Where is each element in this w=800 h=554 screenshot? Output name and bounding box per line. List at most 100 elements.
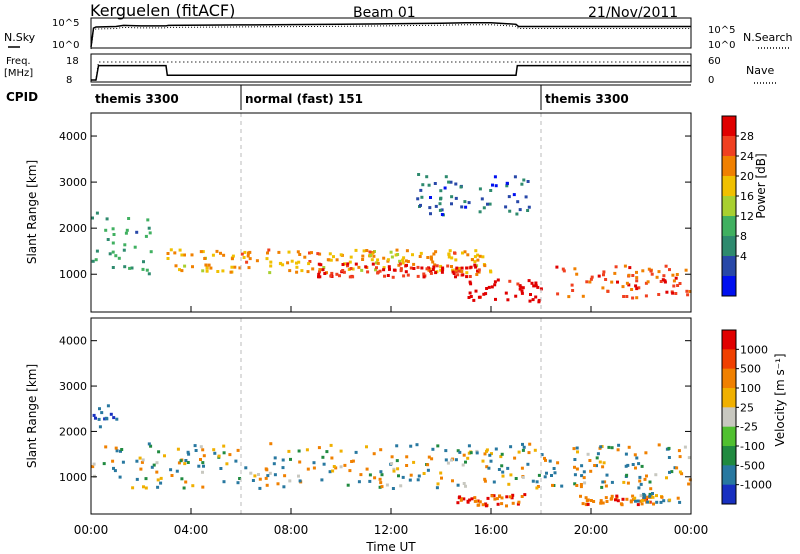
data-cell <box>417 474 421 478</box>
data-cell <box>150 465 154 469</box>
data-cell <box>444 458 448 462</box>
data-cell <box>483 452 487 456</box>
data-cell <box>643 494 647 498</box>
data-cell <box>321 455 325 459</box>
data-cell <box>631 463 635 466</box>
data-cell <box>621 285 625 289</box>
data-cell <box>465 275 469 279</box>
data-cell <box>579 485 583 489</box>
data-cell <box>631 274 635 277</box>
data-cell <box>148 231 152 235</box>
data-cell <box>368 479 372 483</box>
data-cell <box>450 202 453 206</box>
data-cell <box>186 450 190 454</box>
data-cell <box>205 269 209 273</box>
data-cell <box>490 285 494 289</box>
data-cell <box>318 268 322 272</box>
data-cell <box>412 267 416 270</box>
data-cell <box>475 451 479 455</box>
data-cell <box>425 267 429 271</box>
data-cell <box>204 263 208 267</box>
data-cell <box>667 446 671 450</box>
data-cell <box>671 291 675 295</box>
data-cell <box>638 475 642 479</box>
data-cell <box>98 407 101 411</box>
data-cell <box>520 466 524 470</box>
freq-line <box>91 64 691 81</box>
data-cell <box>634 499 637 503</box>
data-cell <box>464 460 467 464</box>
data-cell <box>466 456 470 460</box>
data-cell <box>600 485 604 489</box>
data-cell <box>140 460 144 464</box>
data-cell <box>343 262 347 266</box>
data-cell <box>156 485 160 489</box>
data-cell <box>582 476 586 480</box>
data-cell <box>510 496 514 500</box>
data-cell <box>485 449 488 453</box>
data-cell <box>147 272 151 276</box>
noise-search-line <box>90 24 691 50</box>
colorbar-swatch <box>722 446 736 466</box>
data-cell <box>295 261 298 265</box>
data-cell <box>350 460 354 463</box>
data-cell <box>614 498 617 502</box>
data-cell <box>362 249 366 253</box>
data-cell <box>411 253 414 257</box>
data-cell <box>605 500 609 503</box>
data-cell <box>365 249 369 252</box>
data-cell <box>633 496 637 500</box>
data-cell <box>648 480 652 484</box>
data-cell <box>516 282 520 286</box>
data-cell <box>94 416 97 420</box>
data-cell <box>595 464 598 468</box>
data-cell <box>593 464 597 467</box>
data-cell <box>625 281 629 285</box>
data-cell <box>521 475 525 479</box>
data-cell <box>586 498 590 502</box>
data-cell <box>639 494 643 498</box>
data-cell <box>516 200 520 204</box>
data-cell <box>416 274 420 278</box>
data-cell <box>590 275 594 279</box>
data-cell <box>461 463 465 467</box>
data-cell <box>440 476 443 480</box>
data-cell <box>494 184 498 188</box>
data-cell <box>144 234 148 238</box>
data-cell <box>617 443 621 447</box>
data-cell <box>513 456 517 460</box>
freq-right-tick-top: 60 <box>708 56 721 67</box>
data-cell <box>620 503 624 507</box>
data-cell <box>531 479 535 483</box>
data-cell <box>439 471 443 475</box>
data-cell <box>257 473 260 476</box>
station-title: Kerguelen (fitACF) <box>90 1 235 20</box>
data-cell <box>540 453 544 457</box>
date-title: 21/Nov/2011 <box>588 5 678 21</box>
data-cell <box>346 483 350 487</box>
data-cell <box>636 503 640 507</box>
data-cell <box>380 485 384 489</box>
data-cell <box>432 265 436 269</box>
freq-left-tick-top: 18 <box>66 56 79 67</box>
data-cell <box>318 252 322 256</box>
data-cell <box>614 265 618 269</box>
data-cell <box>390 462 394 465</box>
data-cell <box>660 495 664 499</box>
data-cell <box>601 501 605 505</box>
data-cell <box>505 495 509 499</box>
data-cell <box>273 473 277 477</box>
data-cell <box>674 276 678 280</box>
data-cell <box>599 501 603 505</box>
data-cell <box>386 258 390 262</box>
data-cell <box>526 462 530 466</box>
data-cell <box>573 458 577 461</box>
data-cell <box>359 473 363 477</box>
data-cell <box>269 264 273 268</box>
y-tick-label: 2000 <box>59 425 87 438</box>
data-cell <box>483 264 487 268</box>
colorbar-swatch <box>722 216 736 237</box>
power-y-axis: 4000 3000 2000 1000 <box>59 130 691 281</box>
data-cell <box>354 450 358 454</box>
data-cell <box>441 266 445 270</box>
